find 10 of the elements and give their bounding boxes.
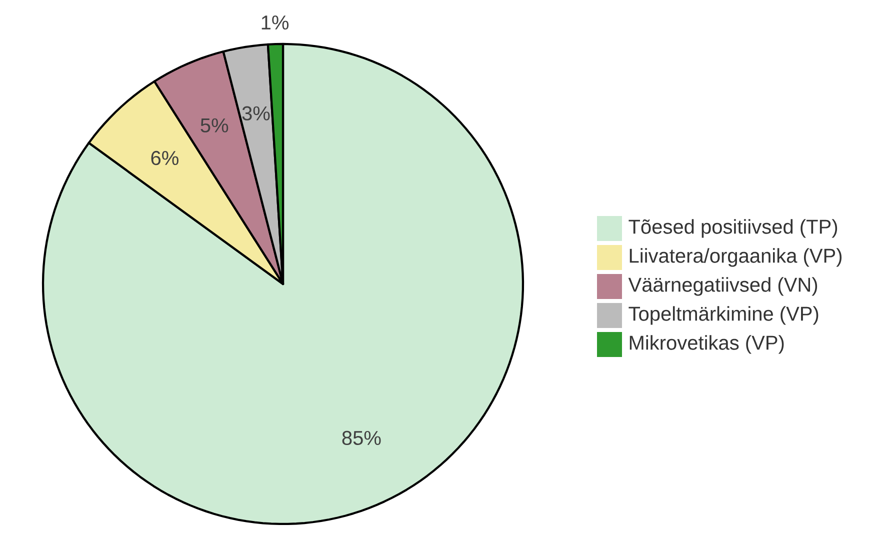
legend-label: Tõesed positiivsed (TP) xyxy=(628,219,838,238)
legend-label: Mikrovetikas (VP) xyxy=(630,335,784,354)
data-label: 85% xyxy=(342,430,381,446)
legend-label: Topeltmärkimine (VP) xyxy=(628,306,818,325)
data-label: 3% xyxy=(242,106,270,120)
data-label: 5% xyxy=(200,118,228,132)
legend-label: Väärnegatiivsed (VN) xyxy=(628,277,818,296)
legend-label: Liivatera/orgaanika (VP) xyxy=(630,248,842,267)
data-label: 6% xyxy=(151,150,178,166)
data-label: 1% xyxy=(262,16,289,30)
